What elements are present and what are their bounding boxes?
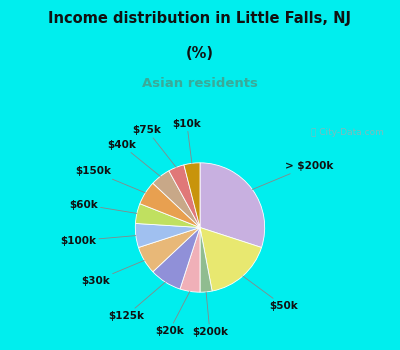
Text: $75k: $75k: [132, 125, 176, 167]
Wedge shape: [180, 228, 200, 292]
Text: $40k: $40k: [107, 140, 160, 176]
Text: $100k: $100k: [60, 236, 136, 246]
Wedge shape: [184, 163, 200, 228]
Wedge shape: [200, 228, 212, 292]
Text: Income distribution in Little Falls, NJ: Income distribution in Little Falls, NJ: [48, 10, 352, 26]
Wedge shape: [135, 223, 200, 247]
Wedge shape: [138, 228, 200, 272]
Wedge shape: [153, 228, 200, 289]
Text: ⓘ City-Data.com: ⓘ City-Data.com: [311, 127, 384, 136]
Text: (%): (%): [186, 46, 214, 61]
Text: $125k: $125k: [108, 282, 165, 321]
Wedge shape: [200, 228, 262, 291]
Wedge shape: [140, 183, 200, 228]
Text: $20k: $20k: [155, 292, 190, 336]
Wedge shape: [136, 204, 200, 228]
Wedge shape: [153, 171, 200, 228]
Text: $60k: $60k: [69, 199, 137, 213]
Wedge shape: [169, 165, 200, 228]
Wedge shape: [200, 163, 265, 247]
Text: $200k: $200k: [192, 292, 228, 337]
Text: $30k: $30k: [81, 260, 144, 286]
Text: Asian residents: Asian residents: [142, 77, 258, 90]
Text: $50k: $50k: [243, 276, 298, 311]
Text: $150k: $150k: [76, 166, 145, 193]
Text: > $200k: > $200k: [252, 161, 333, 189]
Text: $10k: $10k: [172, 119, 201, 163]
